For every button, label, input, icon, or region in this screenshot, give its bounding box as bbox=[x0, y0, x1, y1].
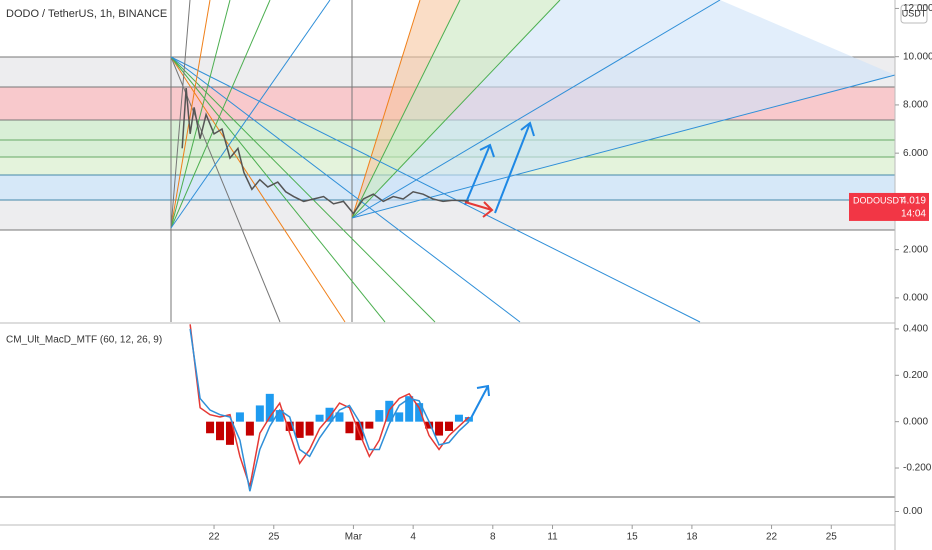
histogram-bar bbox=[454, 414, 463, 422]
histogram-bar bbox=[285, 421, 294, 431]
histogram-bar bbox=[245, 421, 254, 436]
histogram-bar bbox=[295, 421, 304, 438]
histogram-bar bbox=[335, 412, 344, 422]
histogram-bar bbox=[305, 421, 314, 436]
x-tick-label: 25 bbox=[268, 532, 280, 543]
price-tag-countdown: 14:04 bbox=[901, 209, 926, 220]
y-tick-label: -0.200 bbox=[903, 463, 932, 474]
histogram-bar bbox=[365, 421, 374, 429]
y-tick-label: 2.000 bbox=[903, 244, 928, 255]
x-tick-label: 4 bbox=[410, 532, 416, 543]
y-tick-label: 0.000 bbox=[903, 416, 928, 427]
arrows bbox=[464, 121, 535, 421]
y-tick-label: 6.000 bbox=[903, 148, 928, 159]
histogram-bar bbox=[464, 417, 473, 422]
currency: USDT bbox=[902, 8, 927, 18]
histogram-bar bbox=[315, 414, 324, 422]
x-tick-label: 22 bbox=[766, 532, 778, 543]
y-tick-label: 10.000 bbox=[903, 51, 932, 62]
histogram-bar bbox=[225, 421, 234, 445]
histogram-bar bbox=[275, 410, 284, 422]
y-tick-label: 0.00 bbox=[903, 506, 923, 517]
fan-blue bbox=[352, 0, 895, 218]
x-tick-label: 22 bbox=[208, 532, 220, 543]
y-tick-label: 0.200 bbox=[903, 370, 928, 381]
price-line bbox=[181, 87, 469, 215]
x-tick-label: 25 bbox=[826, 532, 838, 543]
currency-badge[interactable] bbox=[900, 4, 928, 24]
histogram-bar bbox=[415, 403, 424, 422]
histogram-bar bbox=[444, 421, 453, 431]
macd-line bbox=[189, 324, 470, 487]
macd-line bbox=[189, 328, 470, 492]
histogram-bar bbox=[255, 405, 264, 422]
price-tag-symbol: DODOUSDT bbox=[853, 195, 905, 205]
fan-lines bbox=[170, 0, 896, 323]
x-tick-label: 18 bbox=[686, 532, 698, 543]
histogram-bar bbox=[325, 407, 334, 422]
histogram-bar bbox=[435, 421, 444, 436]
x-tick-label: 11 bbox=[547, 532, 558, 543]
y-tick-label: 0.400 bbox=[903, 324, 928, 335]
indicator-title: CM_Ult_MacD_MTF (60, 12, 26, 9) bbox=[6, 335, 162, 346]
histogram-bar bbox=[395, 412, 404, 422]
y-tick-label: 0.000 bbox=[903, 293, 928, 304]
y-tick-label: 12.000 bbox=[903, 3, 932, 14]
histogram-bar bbox=[265, 393, 274, 422]
histogram-bar bbox=[235, 412, 244, 422]
symbol-title: DODO / TetherUS, 1h, BINANCE bbox=[6, 8, 167, 20]
x-tick-label: 15 bbox=[627, 532, 639, 543]
histogram-bar bbox=[425, 421, 434, 429]
x-tick-label: 8 bbox=[490, 532, 496, 543]
price-tag bbox=[849, 192, 929, 221]
x-tick-label: Mar bbox=[345, 532, 363, 543]
histogram-bar bbox=[206, 421, 215, 434]
histogram-bar bbox=[355, 421, 364, 441]
price-tag-value: 4.019 bbox=[901, 196, 926, 207]
histogram-bar bbox=[345, 421, 354, 434]
histogram-bar bbox=[405, 396, 414, 422]
drawings bbox=[0, 0, 896, 421]
histogram-bar bbox=[375, 410, 384, 422]
histogram-bar bbox=[216, 421, 225, 441]
y-tick-label: 8.000 bbox=[903, 100, 928, 111]
